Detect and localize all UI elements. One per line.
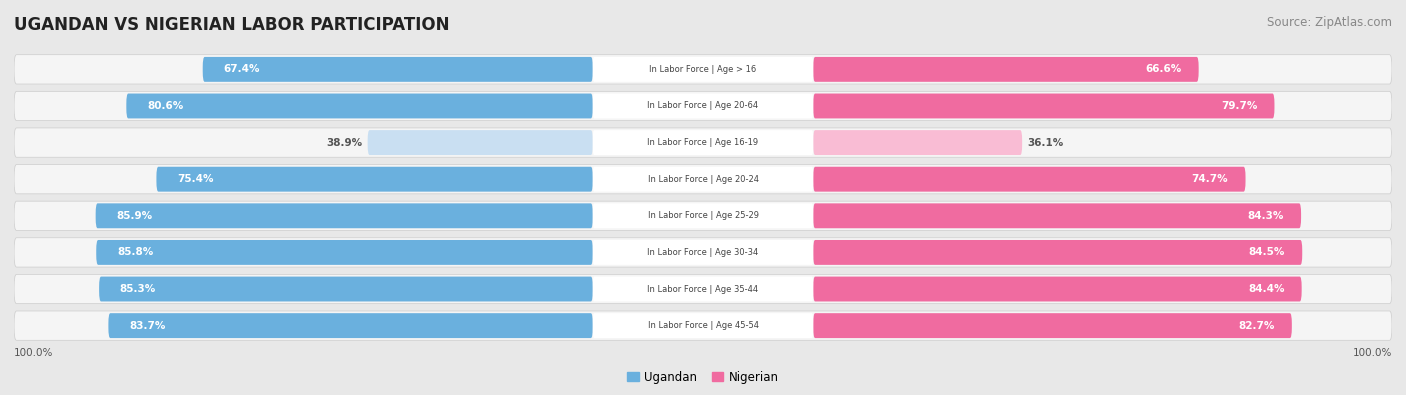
Text: 79.7%: 79.7%	[1220, 101, 1257, 111]
FancyBboxPatch shape	[813, 240, 1302, 265]
FancyBboxPatch shape	[813, 130, 1022, 155]
Text: 38.9%: 38.9%	[326, 137, 363, 148]
Text: 82.7%: 82.7%	[1239, 321, 1275, 331]
Text: 66.6%: 66.6%	[1144, 64, 1181, 74]
Text: 84.3%: 84.3%	[1247, 211, 1284, 221]
FancyBboxPatch shape	[14, 55, 1392, 84]
Text: 100.0%: 100.0%	[1353, 348, 1392, 358]
FancyBboxPatch shape	[593, 57, 813, 82]
FancyBboxPatch shape	[593, 94, 813, 118]
Legend: Ugandan, Nigerian: Ugandan, Nigerian	[627, 371, 779, 384]
Text: In Labor Force | Age 25-29: In Labor Force | Age 25-29	[648, 211, 758, 220]
Text: 85.8%: 85.8%	[117, 247, 153, 258]
FancyBboxPatch shape	[96, 203, 593, 228]
Text: In Labor Force | Age 20-64: In Labor Force | Age 20-64	[647, 102, 759, 111]
Text: 100.0%: 100.0%	[14, 348, 53, 358]
FancyBboxPatch shape	[593, 130, 813, 155]
FancyBboxPatch shape	[593, 276, 813, 301]
FancyBboxPatch shape	[593, 203, 813, 228]
Text: 36.1%: 36.1%	[1028, 137, 1064, 148]
FancyBboxPatch shape	[14, 275, 1392, 304]
FancyBboxPatch shape	[813, 94, 1274, 118]
FancyBboxPatch shape	[14, 201, 1392, 230]
Text: 85.9%: 85.9%	[117, 211, 152, 221]
FancyBboxPatch shape	[14, 311, 1392, 340]
FancyBboxPatch shape	[813, 276, 1302, 301]
Text: In Labor Force | Age 20-24: In Labor Force | Age 20-24	[648, 175, 758, 184]
FancyBboxPatch shape	[100, 276, 593, 301]
FancyBboxPatch shape	[367, 130, 593, 155]
FancyBboxPatch shape	[813, 57, 1199, 82]
Text: 75.4%: 75.4%	[177, 174, 214, 184]
FancyBboxPatch shape	[96, 240, 593, 265]
Text: In Labor Force | Age 30-34: In Labor Force | Age 30-34	[647, 248, 759, 257]
Text: In Labor Force | Age 16-19: In Labor Force | Age 16-19	[647, 138, 759, 147]
Text: 67.4%: 67.4%	[224, 64, 260, 74]
Text: UGANDAN VS NIGERIAN LABOR PARTICIPATION: UGANDAN VS NIGERIAN LABOR PARTICIPATION	[14, 16, 450, 34]
Text: 83.7%: 83.7%	[129, 321, 166, 331]
Text: Source: ZipAtlas.com: Source: ZipAtlas.com	[1267, 16, 1392, 29]
FancyBboxPatch shape	[593, 240, 813, 265]
FancyBboxPatch shape	[593, 313, 813, 338]
Text: In Labor Force | Age 45-54: In Labor Force | Age 45-54	[648, 321, 758, 330]
Text: 80.6%: 80.6%	[148, 101, 183, 111]
FancyBboxPatch shape	[813, 313, 1292, 338]
Text: 84.4%: 84.4%	[1249, 284, 1285, 294]
FancyBboxPatch shape	[813, 203, 1301, 228]
FancyBboxPatch shape	[108, 313, 593, 338]
FancyBboxPatch shape	[813, 167, 1246, 192]
FancyBboxPatch shape	[14, 128, 1392, 157]
Text: 84.5%: 84.5%	[1249, 247, 1285, 258]
FancyBboxPatch shape	[156, 167, 593, 192]
Text: In Labor Force | Age > 16: In Labor Force | Age > 16	[650, 65, 756, 74]
Text: 74.7%: 74.7%	[1192, 174, 1229, 184]
FancyBboxPatch shape	[202, 57, 593, 82]
Text: 85.3%: 85.3%	[120, 284, 156, 294]
FancyBboxPatch shape	[127, 94, 593, 118]
FancyBboxPatch shape	[14, 238, 1392, 267]
FancyBboxPatch shape	[593, 167, 813, 192]
FancyBboxPatch shape	[14, 165, 1392, 194]
Text: In Labor Force | Age 35-44: In Labor Force | Age 35-44	[647, 284, 759, 293]
FancyBboxPatch shape	[14, 91, 1392, 120]
